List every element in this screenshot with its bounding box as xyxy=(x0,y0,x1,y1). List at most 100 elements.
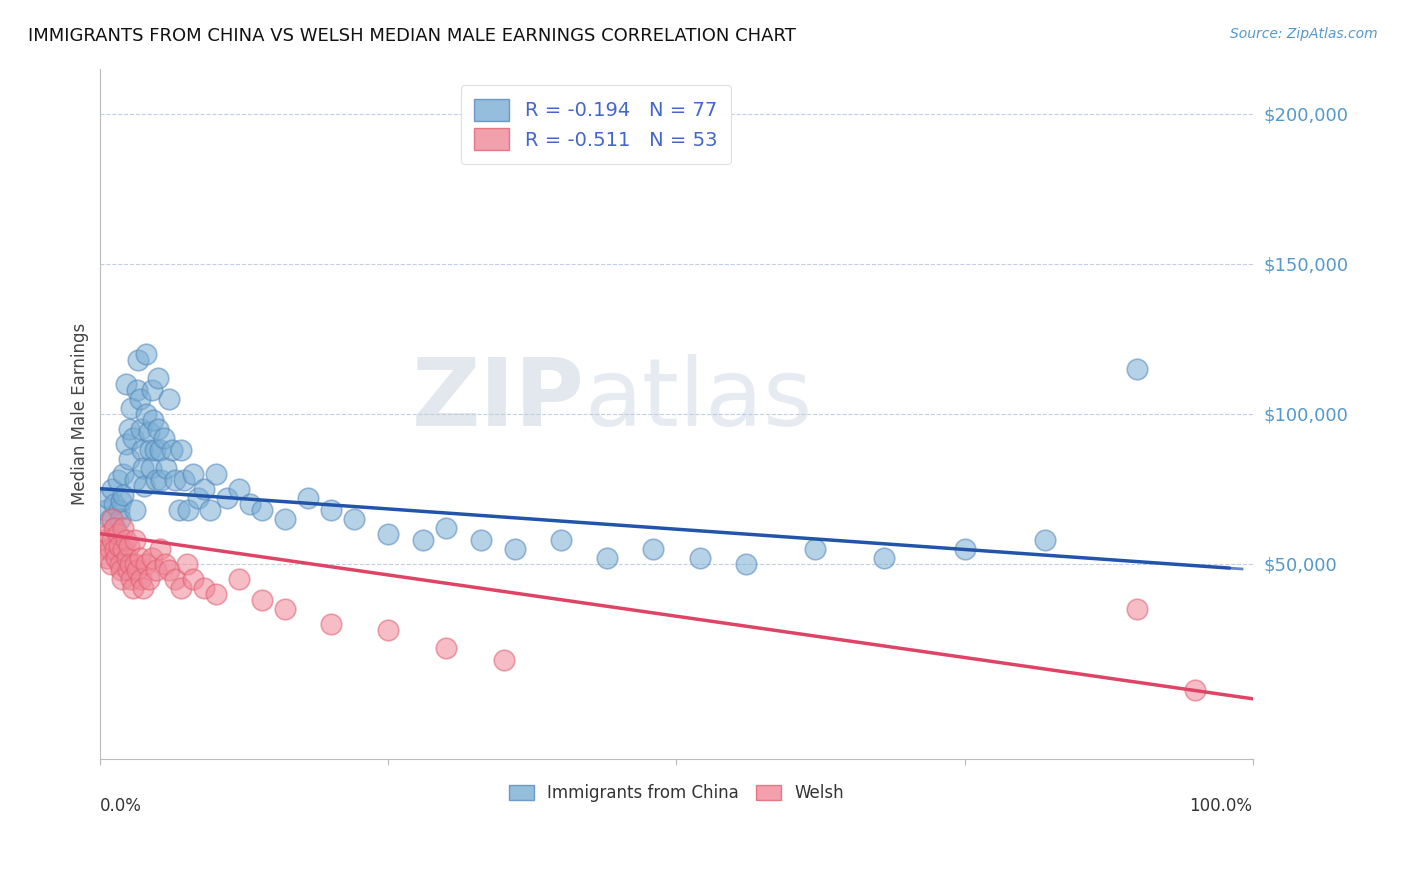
Point xyxy=(135,557,157,571)
Point xyxy=(103,497,125,511)
Point xyxy=(803,541,825,556)
Point xyxy=(141,550,163,565)
Point xyxy=(104,541,127,556)
Point xyxy=(170,442,193,457)
Point xyxy=(120,557,142,571)
Point xyxy=(115,550,138,565)
Point xyxy=(217,491,239,505)
Point xyxy=(873,550,896,565)
Point xyxy=(273,601,295,615)
Point xyxy=(434,640,457,655)
Text: Source: ZipAtlas.com: Source: ZipAtlas.com xyxy=(1230,27,1378,41)
Point xyxy=(128,392,150,406)
Point xyxy=(112,541,135,556)
Point xyxy=(146,370,169,384)
Point xyxy=(101,511,124,525)
Point xyxy=(98,511,121,525)
Point xyxy=(121,581,143,595)
Point xyxy=(177,502,200,516)
Point xyxy=(159,563,181,577)
Point xyxy=(93,533,115,547)
Point xyxy=(118,451,141,466)
Point xyxy=(124,557,146,571)
Point xyxy=(107,473,129,487)
Point xyxy=(132,581,155,595)
Point xyxy=(165,572,187,586)
Point xyxy=(1126,361,1149,376)
Point xyxy=(101,533,124,547)
Point xyxy=(377,526,399,541)
Point xyxy=(297,491,319,505)
Point xyxy=(1126,601,1149,615)
Point xyxy=(127,383,149,397)
Point xyxy=(94,541,117,556)
Point xyxy=(596,550,619,565)
Point xyxy=(121,431,143,445)
Point xyxy=(105,550,128,565)
Point xyxy=(492,653,515,667)
Point xyxy=(150,473,173,487)
Point xyxy=(228,572,250,586)
Point xyxy=(273,511,295,525)
Point xyxy=(98,541,121,556)
Point xyxy=(689,550,711,565)
Point xyxy=(124,502,146,516)
Point xyxy=(149,541,172,556)
Legend: Immigrants from China, Welsh: Immigrants from China, Welsh xyxy=(502,778,851,809)
Point xyxy=(145,473,167,487)
Point xyxy=(198,502,221,516)
Point xyxy=(114,436,136,450)
Point xyxy=(117,563,139,577)
Point xyxy=(139,460,162,475)
Point xyxy=(434,521,457,535)
Point xyxy=(550,533,572,547)
Point xyxy=(155,460,177,475)
Point xyxy=(112,467,135,481)
Point xyxy=(134,478,156,492)
Point xyxy=(107,526,129,541)
Point xyxy=(181,572,204,586)
Point xyxy=(121,401,143,415)
Point xyxy=(108,557,131,571)
Text: 0.0%: 0.0% xyxy=(100,797,142,814)
Point xyxy=(118,539,141,553)
Point xyxy=(139,442,162,457)
Text: 100.0%: 100.0% xyxy=(1189,797,1253,814)
Point xyxy=(107,502,129,516)
Point xyxy=(110,493,132,508)
Point xyxy=(187,491,209,505)
Point xyxy=(1184,682,1206,697)
Point xyxy=(111,572,134,586)
Point xyxy=(343,511,366,525)
Point xyxy=(110,563,132,577)
Point xyxy=(250,592,273,607)
Point xyxy=(94,502,117,516)
Point xyxy=(204,587,226,601)
Point xyxy=(97,526,120,541)
Point xyxy=(145,563,167,577)
Point xyxy=(159,392,181,406)
Point xyxy=(470,533,492,547)
Point xyxy=(97,491,120,505)
Point xyxy=(141,383,163,397)
Point xyxy=(131,442,153,457)
Point xyxy=(127,563,149,577)
Point xyxy=(250,502,273,516)
Point xyxy=(108,511,131,525)
Point xyxy=(124,473,146,487)
Point xyxy=(953,541,976,556)
Point xyxy=(1033,533,1056,547)
Point xyxy=(112,521,135,535)
Point xyxy=(319,502,342,516)
Text: ZIP: ZIP xyxy=(412,354,585,446)
Point xyxy=(132,460,155,475)
Point xyxy=(193,581,215,595)
Point xyxy=(412,533,434,547)
Point xyxy=(228,482,250,496)
Point xyxy=(124,533,146,547)
Point xyxy=(377,623,399,637)
Point xyxy=(101,482,124,496)
Point xyxy=(146,422,169,436)
Point xyxy=(112,488,135,502)
Point xyxy=(193,482,215,496)
